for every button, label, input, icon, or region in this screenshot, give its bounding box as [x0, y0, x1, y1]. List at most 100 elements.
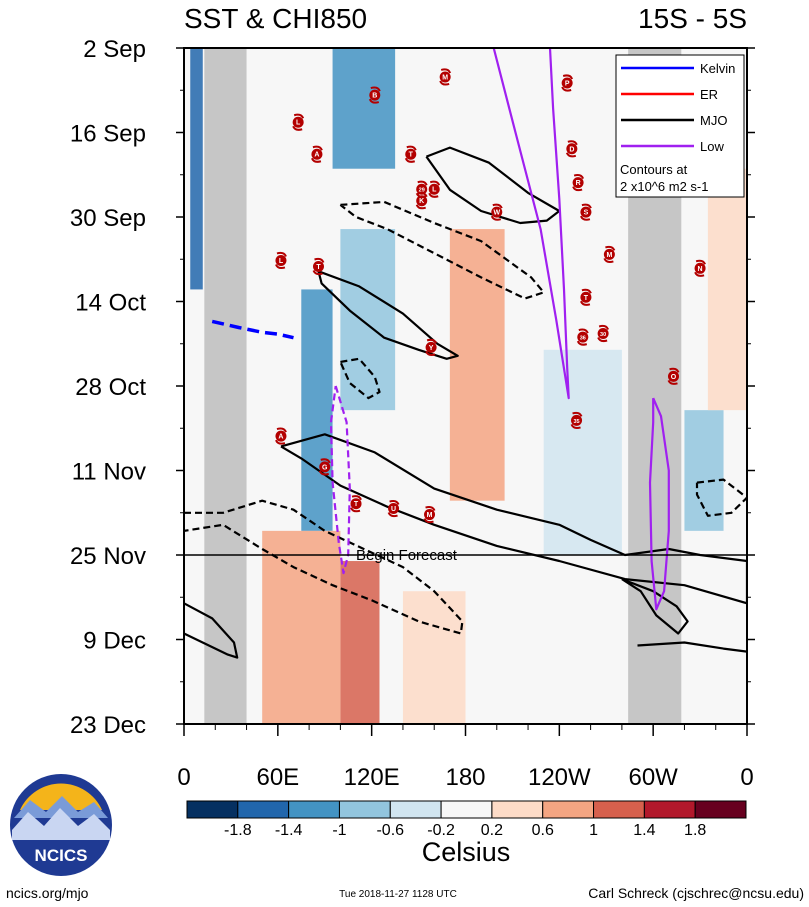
x-tick-label: 120E: [344, 764, 400, 791]
storm-icon: [603, 248, 615, 260]
legend-note-line1: Contours at: [620, 162, 688, 177]
storm-label: P: [565, 81, 570, 88]
colorbar: -1.8 -1.4 -1 -0.6 -0.2 0.2 0.6 1 1.4 1.8: [186, 800, 747, 839]
colorbar-label: 1: [589, 822, 598, 839]
x-tick-label: 120W: [528, 764, 591, 791]
storm-arm-icon: [425, 505, 436, 512]
colorbar-label: 0.6: [532, 822, 554, 839]
storm-icon: [580, 206, 592, 218]
legend-label: Kelvin: [700, 61, 735, 76]
sst-anomaly-patch: [449, 229, 505, 501]
legend-note-line2: 2 x10^6 m2 s-1: [620, 179, 708, 194]
colorbar-label: -0.6: [376, 822, 404, 839]
storm-arm-icon: [440, 68, 452, 74]
storm-arm-icon: [275, 439, 286, 445]
storm-icon: [311, 148, 323, 160]
storm-marker: Y: [425, 338, 438, 356]
storm-label: N: [698, 266, 703, 273]
storm-arm-icon: [423, 518, 434, 524]
contour-mjo: [184, 602, 239, 659]
x-tick-label: 60E: [256, 764, 299, 791]
storm-arm-icon: [572, 411, 583, 417]
logo-mountains-front: [12, 808, 110, 840]
storm-arm-icon: [578, 328, 589, 334]
storm-markers: M B P L T D A R 29 L K W S L T M N T Y 30 36 O 35 A G T U M: [275, 68, 707, 524]
colorbar-label: -0.2: [427, 822, 455, 839]
storm-arm-icon: [276, 427, 287, 433]
storm-marker: A: [311, 145, 323, 163]
storm-label: T: [409, 152, 414, 159]
logo-sun: [20, 783, 102, 810]
legend-label: MJO: [700, 113, 727, 128]
storm-marker: T: [404, 145, 417, 163]
y-tick-label: 28 Oct: [75, 374, 146, 401]
storm-marker: S: [579, 203, 592, 221]
storm-icon: [580, 291, 592, 303]
storm-icon: [319, 461, 331, 473]
storm-icon: [694, 262, 706, 274]
y-tick-label: 25 Nov: [70, 543, 146, 570]
storm-marker: T: [350, 495, 362, 513]
footer-url: ncics.org/mjo: [6, 885, 89, 901]
contour-mjo-negative: [695, 478, 747, 517]
storm-arm-icon: [312, 270, 323, 276]
contour-mjo-negative: [184, 499, 464, 635]
storm-icon: [577, 331, 589, 343]
storm-label: 30: [600, 332, 606, 338]
storm-marker: G: [318, 458, 331, 476]
chart-title: SST & CHI850: [184, 3, 367, 34]
storm-arm-icon: [318, 470, 330, 476]
colorbar-label: -1: [332, 822, 346, 839]
storm-icon: [571, 414, 583, 426]
storm-label: M: [606, 252, 612, 259]
sst-anomaly-patch: [340, 229, 396, 411]
storm-label: Y: [429, 345, 434, 352]
storm-label: L: [279, 258, 284, 265]
colorbar-swatch: [186, 800, 239, 819]
storm-marker: L: [292, 113, 305, 131]
contour-mjo: [425, 146, 561, 225]
x-tick-label: 0: [740, 764, 753, 791]
land-mask: [204, 48, 247, 724]
storm-label: 29: [419, 188, 425, 194]
storm-arm-icon: [603, 257, 614, 263]
storm-arm-icon: [370, 86, 381, 92]
storm-label: M: [427, 512, 433, 519]
storm-icon: [491, 206, 503, 218]
storm-icon: [561, 77, 573, 89]
sst-anomaly-patch: [262, 530, 341, 724]
storm-arm-icon: [565, 152, 577, 158]
storm-arm-icon: [426, 338, 438, 344]
legend: Kelvin ER MJO Low Contours at 2 x10^6 m2 s-…: [615, 54, 745, 198]
storm-icon: [439, 71, 451, 83]
storm-marker: M: [439, 68, 452, 86]
contour-low: [329, 385, 351, 575]
legend-label: Low: [700, 139, 724, 154]
y-tick-label: 30 Sep: [70, 205, 146, 232]
storm-arm-icon: [292, 125, 303, 131]
storm-arm-icon: [406, 145, 417, 151]
colorbar-swatch: [338, 800, 391, 819]
storm-marker: K: [415, 192, 428, 210]
storm-icon: [369, 89, 381, 101]
contour-layer: [184, 48, 747, 659]
storm-arm-icon: [312, 145, 323, 151]
y-tick-label: 14 Oct: [75, 290, 146, 317]
storm-label: T: [316, 264, 321, 271]
x-tick-label: 180: [445, 764, 485, 791]
storm-arm-icon: [573, 174, 585, 180]
storm-icon: [572, 177, 584, 189]
legend-entry: Kelvin: [621, 61, 735, 76]
storm-arm-icon: [492, 203, 503, 209]
storm-icon: [275, 254, 287, 266]
sst-anomaly-patch: [190, 48, 203, 290]
storm-arm-icon: [597, 337, 608, 343]
storm-arm-icon: [351, 495, 362, 501]
storm-marker: U: [387, 499, 400, 518]
y-axis: 2 Sep 16 Sep 30 Sep 14 Oct 28 Oct 11 Nov 25 No…: [70, 36, 755, 739]
storm-arm-icon: [572, 186, 583, 192]
logo-text: NCICS: [35, 846, 88, 865]
storm-icon: [388, 503, 400, 515]
storm-label: L: [432, 187, 437, 194]
storm-marker: R: [572, 174, 585, 192]
